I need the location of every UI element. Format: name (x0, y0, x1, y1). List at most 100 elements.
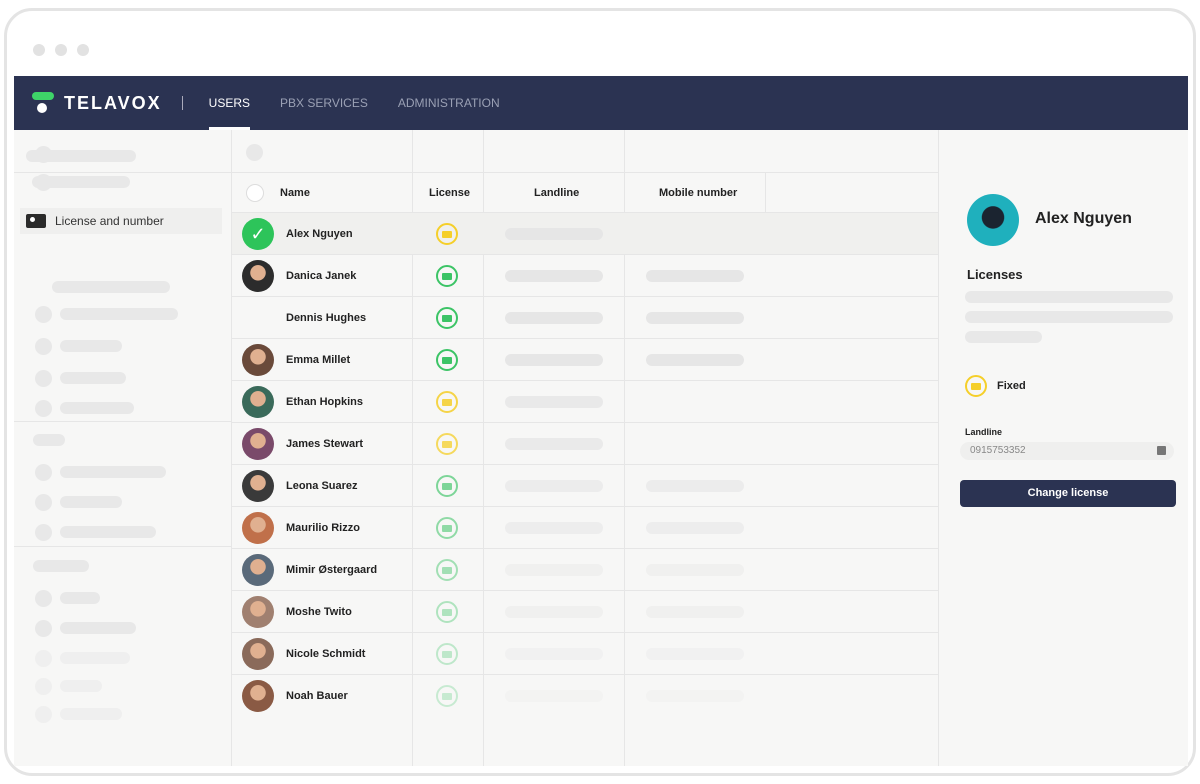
table-row[interactable]: Danica Janek (232, 254, 938, 296)
skeleton-placeholder (33, 434, 65, 446)
header-mobile-number[interactable]: Mobile number (659, 187, 738, 199)
user-name: Leona Suarez (286, 480, 358, 492)
skeleton-placeholder (35, 650, 52, 667)
license-icon[interactable] (436, 307, 458, 329)
user-name: Nicole Schmidt (286, 648, 366, 660)
avatar[interactable] (242, 470, 274, 502)
avatar[interactable] (242, 428, 274, 460)
user-name: Danica Janek (286, 270, 357, 282)
license-icon[interactable] (436, 643, 458, 665)
license-icon[interactable] (436, 559, 458, 581)
mobile-skeleton (646, 522, 744, 534)
tab-pbx-services[interactable]: PBX SERVICES (280, 96, 368, 110)
license-icon[interactable] (436, 391, 458, 413)
skeleton-placeholder (35, 706, 52, 723)
app: TELAVOX USERS PBX SERVICES ADMINISTRATIO… (14, 76, 1188, 766)
mobile-skeleton (646, 270, 744, 282)
skeleton-placeholder (60, 372, 126, 384)
license-icon[interactable] (436, 349, 458, 371)
table-row[interactable]: Leona Suarez (232, 464, 938, 506)
window-dot[interactable] (55, 44, 67, 56)
divider (181, 96, 183, 110)
skeleton-placeholder (60, 708, 122, 720)
landline-value: 0915753352 (970, 445, 1026, 456)
landline-skeleton (505, 354, 603, 366)
skeleton-placeholder (35, 146, 52, 163)
license-icon[interactable] (436, 433, 458, 455)
avatar[interactable] (242, 596, 274, 628)
logo[interactable]: TELAVOX (32, 92, 162, 114)
table-row[interactable]: Nicole Schmidt (232, 632, 938, 674)
skeleton-placeholder (32, 176, 130, 188)
skeleton-placeholder (60, 402, 134, 414)
license-type: Fixed (997, 380, 1026, 392)
header-landline[interactable]: Landline (534, 187, 580, 199)
user-name: James Stewart (286, 438, 364, 450)
user-name: Alex Nguyen (286, 228, 353, 240)
sidebar-item-license-and-number[interactable]: License and number (20, 208, 222, 234)
skeleton-placeholder (965, 291, 1173, 303)
skeleton-placeholder (35, 590, 52, 607)
table-row[interactable]: Dennis Hughes (232, 296, 938, 338)
contact-card-icon (26, 214, 46, 228)
avatar[interactable] (242, 638, 274, 670)
skeleton-placeholder (60, 622, 136, 634)
table-row[interactable]: Maurilio Rizzo (232, 506, 938, 548)
mobile-skeleton (646, 648, 744, 660)
table-row[interactable]: Moshe Twito (232, 590, 938, 632)
skeleton-placeholder (965, 331, 1042, 343)
selected-check-icon[interactable]: ✓ (242, 218, 274, 250)
table-row[interactable]: ✓ Alex Nguyen (232, 212, 938, 254)
skeleton-placeholder (35, 494, 52, 511)
tab-administration[interactable]: ADMINISTRATION (397, 96, 500, 110)
brand-name: TELAVOX (64, 92, 162, 113)
change-license-button[interactable]: Change license (960, 480, 1176, 507)
landline-skeleton (505, 228, 603, 240)
table-row[interactable]: James Stewart (232, 422, 938, 464)
skeleton-placeholder (60, 466, 166, 478)
avatar[interactable] (242, 554, 274, 586)
sidebar: License and number (14, 130, 232, 766)
license-icon[interactable] (436, 265, 458, 287)
table-row[interactable]: Emma Millet (232, 338, 938, 380)
skeleton-placeholder (60, 308, 178, 320)
fixed-license-icon (965, 375, 987, 397)
skeleton-placeholder (35, 306, 52, 323)
skeleton-placeholder (35, 338, 52, 355)
logo-icon (32, 92, 54, 114)
skeleton-placeholder (60, 526, 156, 538)
landline-skeleton (505, 564, 603, 576)
user-name: Emma Millet (286, 354, 351, 366)
table-row[interactable]: Ethan Hopkins (232, 380, 938, 422)
mobile-skeleton (646, 690, 744, 702)
skeleton-placeholder (35, 400, 52, 417)
user-name: Maurilio Rizzo (286, 522, 360, 534)
avatar[interactable] (242, 260, 274, 292)
window-dot[interactable] (33, 44, 45, 56)
skeleton-placeholder (60, 340, 122, 352)
skeleton-placeholder (246, 144, 263, 161)
table-row[interactable]: Mimir Østergaard (232, 548, 938, 590)
license-icon[interactable] (436, 601, 458, 623)
landline-skeleton (505, 396, 603, 408)
licenses-heading: Licenses (967, 267, 1023, 282)
select-all-checkbox[interactable] (246, 184, 264, 202)
license-icon[interactable] (436, 685, 458, 707)
license-icon[interactable] (436, 517, 458, 539)
skeleton-placeholder (35, 620, 52, 637)
mobile-skeleton (646, 606, 744, 618)
avatar[interactable] (242, 386, 274, 418)
header-license[interactable]: License (429, 187, 470, 199)
license-icon[interactable] (436, 223, 458, 245)
table-row[interactable]: Noah Bauer (232, 674, 938, 716)
avatar[interactable] (242, 680, 274, 712)
skeleton-placeholder (35, 678, 52, 695)
header-name[interactable]: Name (280, 187, 310, 199)
license-icon[interactable] (436, 475, 458, 497)
avatar[interactable] (242, 344, 274, 376)
tab-users[interactable]: USERS (208, 76, 251, 130)
user-name: Mimir Østergaard (286, 564, 378, 576)
window-dot[interactable] (77, 44, 89, 56)
avatar[interactable] (242, 512, 274, 544)
user-name: Dennis Hughes (286, 312, 367, 324)
